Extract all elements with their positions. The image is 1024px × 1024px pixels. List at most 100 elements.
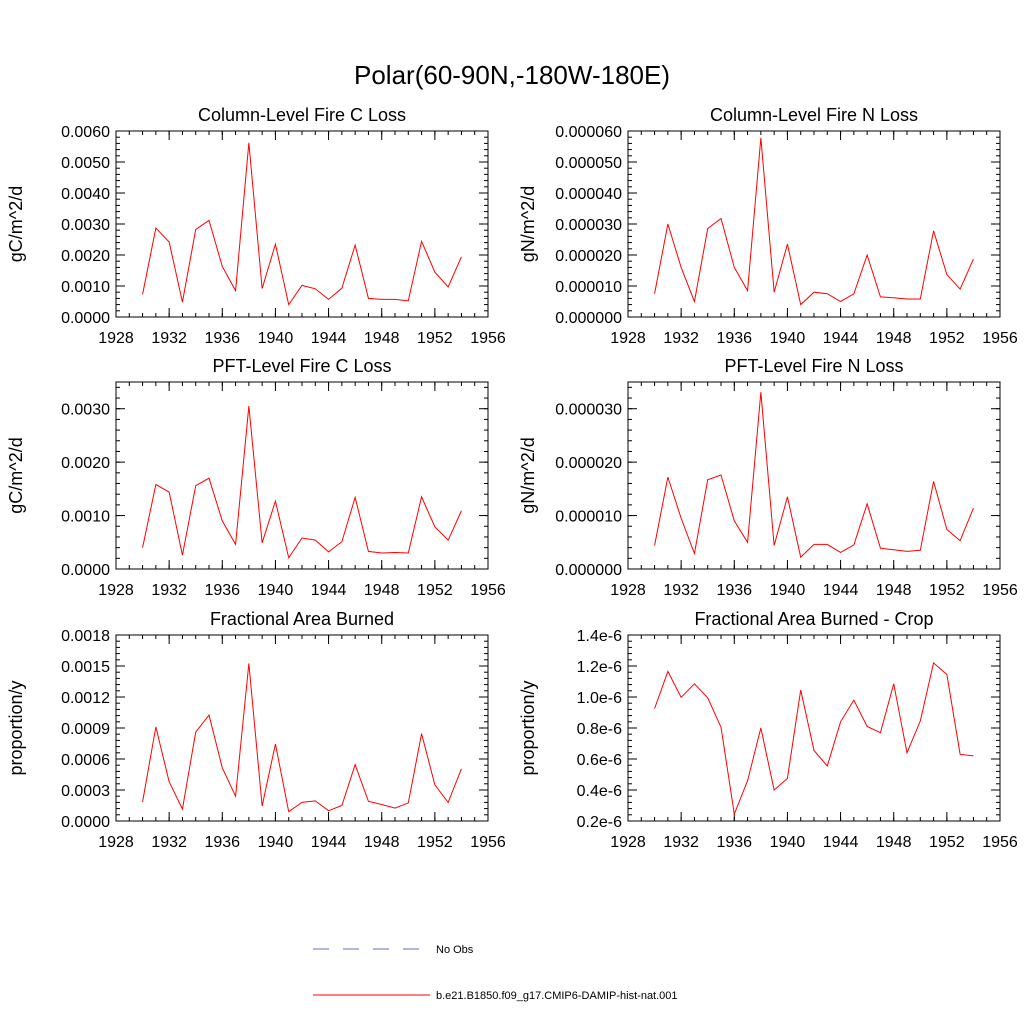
y-tick-label: 0.0020 — [61, 455, 110, 472]
y-tick-label: 0.000020 — [555, 455, 622, 472]
series-line-1 — [142, 142, 462, 306]
x-tick-label: 1940 — [770, 834, 806, 851]
x-tick-label: 1940 — [770, 582, 806, 599]
y-tick-label: 0.0010 — [61, 279, 110, 296]
y-tick-label: 0.0006 — [61, 752, 110, 769]
y-tick-label: 0.0040 — [61, 186, 110, 203]
x-tick-label: 1956 — [982, 834, 1018, 851]
x-tick-label: 1952 — [929, 834, 965, 851]
x-tick-label: 1936 — [716, 330, 752, 347]
y-tick-label: 0.0010 — [61, 509, 110, 526]
x-tick-label: 1948 — [876, 582, 912, 599]
x-tick-label: 1932 — [663, 330, 699, 347]
y-tick-label: 0.0030 — [61, 217, 110, 234]
x-tick-label: 1952 — [417, 582, 453, 599]
legend: No Obs b.e21.B1850.f09_g17.CMIP6-DAMIP-h… — [313, 944, 678, 1002]
x-tick-label: 1932 — [151, 834, 187, 851]
x-tick-label: 1944 — [823, 582, 859, 599]
panel-title: PFT-Level Fire C Loss — [212, 356, 391, 376]
plot-frame — [115, 634, 489, 822]
y-axis-label: proportion/y — [6, 680, 26, 775]
x-tick-label: 1932 — [151, 330, 187, 347]
x-tick-label: 1956 — [470, 834, 506, 851]
y-tick-label: 0.000000 — [555, 562, 622, 579]
x-tick-label: 1948 — [876, 330, 912, 347]
y-tick-label: 0.000010 — [555, 509, 622, 526]
x-tick-label: 1928 — [610, 834, 646, 851]
y-tick-label: 0.0000 — [61, 562, 110, 579]
x-tick-label: 1948 — [364, 330, 400, 347]
y-tick-label: 0.0050 — [61, 155, 110, 172]
y-tick-label: 0.000030 — [555, 402, 622, 419]
y-tick-label: 0.0020 — [61, 248, 110, 265]
plot-frame — [115, 381, 489, 570]
y-tick-label: 0.0000 — [61, 310, 110, 327]
x-tick-label: 1928 — [610, 582, 646, 599]
series-line-1 — [142, 405, 462, 560]
x-tick-label: 1928 — [98, 582, 134, 599]
x-tick-label: 1952 — [929, 582, 965, 599]
y-tick-label: 0.8e-6 — [577, 721, 622, 738]
y-tick-label: 0.000060 — [555, 124, 622, 141]
y-tick-label: 1.4e-6 — [577, 628, 622, 645]
x-tick-label: 1944 — [823, 834, 859, 851]
x-tick-label: 1936 — [204, 834, 240, 851]
x-tick-label: 1956 — [982, 582, 1018, 599]
legend-label-no-obs: No Obs — [436, 944, 474, 956]
x-tick-label: 1956 — [470, 582, 506, 599]
x-tick-label: 1932 — [663, 834, 699, 851]
panel-title: Fractional Area Burned — [210, 609, 394, 629]
y-tick-label: 0.0015 — [61, 659, 110, 676]
figure-title: Polar(60-90N,-180W-180E) — [354, 60, 670, 90]
x-tick-label: 1940 — [258, 834, 294, 851]
series-line-1 — [654, 392, 974, 559]
y-axis-label: gC/m^2/d — [6, 437, 26, 513]
panel-title: Column-Level Fire C Loss — [198, 105, 406, 125]
x-tick-label: 1956 — [982, 330, 1018, 347]
y-tick-label: 0.000000 — [555, 310, 622, 327]
y-tick-label: 0.4e-6 — [577, 783, 622, 800]
y-tick-label: 0.0060 — [61, 124, 110, 141]
x-tick-label: 1936 — [716, 582, 752, 599]
chart-panel-3: 1928 1932 1936 1940 1944 1948 1952 1956 0.0000 0.… — [6, 356, 506, 599]
x-tick-label: 1936 — [204, 330, 240, 347]
y-axis-label: proportion/y — [518, 680, 538, 775]
chart-panel-5: 1928 1932 1936 1940 1944 1948 1952 1956 0.0000 0.… — [6, 609, 506, 851]
x-tick-label: 1952 — [929, 330, 965, 347]
x-tick-label: 1948 — [364, 582, 400, 599]
y-tick-label: 0.0012 — [61, 690, 110, 707]
x-tick-label: 1948 — [364, 834, 400, 851]
x-tick-label: 1944 — [823, 330, 859, 347]
y-tick-label: 1.0e-6 — [577, 690, 622, 707]
y-tick-label: 0.0030 — [61, 402, 110, 419]
plot-frame — [627, 634, 1001, 822]
y-tick-label: 0.0000 — [61, 814, 110, 831]
series-line-1 — [654, 661, 974, 816]
y-tick-label: 0.000040 — [555, 186, 622, 203]
x-tick-label: 1940 — [258, 330, 294, 347]
x-tick-label: 1952 — [417, 330, 453, 347]
x-tick-label: 1944 — [311, 330, 347, 347]
y-axis-label: gN/m^2/d — [518, 437, 538, 513]
y-tick-label: 0.0003 — [61, 783, 110, 800]
x-tick-label: 1932 — [663, 582, 699, 599]
plot-frame — [627, 381, 1001, 570]
plot-frame — [115, 130, 489, 318]
x-tick-label: 1940 — [258, 582, 294, 599]
y-tick-label: 0.000030 — [555, 217, 622, 234]
x-tick-label: 1928 — [610, 330, 646, 347]
panel-title: Fractional Area Burned - Crop — [694, 609, 933, 629]
chart-panel-6: 1928 1932 1936 1940 1944 1948 1952 1956 0.2e-6 0.… — [518, 609, 1018, 851]
x-tick-label: 1952 — [417, 834, 453, 851]
x-tick-label: 1936 — [716, 834, 752, 851]
x-tick-label: 1928 — [98, 330, 134, 347]
y-tick-label: 0.0018 — [61, 628, 110, 645]
y-tick-label: 0.000020 — [555, 248, 622, 265]
x-tick-label: 1948 — [876, 834, 912, 851]
y-tick-label: 0.2e-6 — [577, 814, 622, 831]
x-tick-label: 1928 — [98, 834, 134, 851]
x-tick-label: 1956 — [470, 330, 506, 347]
y-tick-label: 0.6e-6 — [577, 752, 622, 769]
x-tick-label: 1940 — [770, 330, 806, 347]
